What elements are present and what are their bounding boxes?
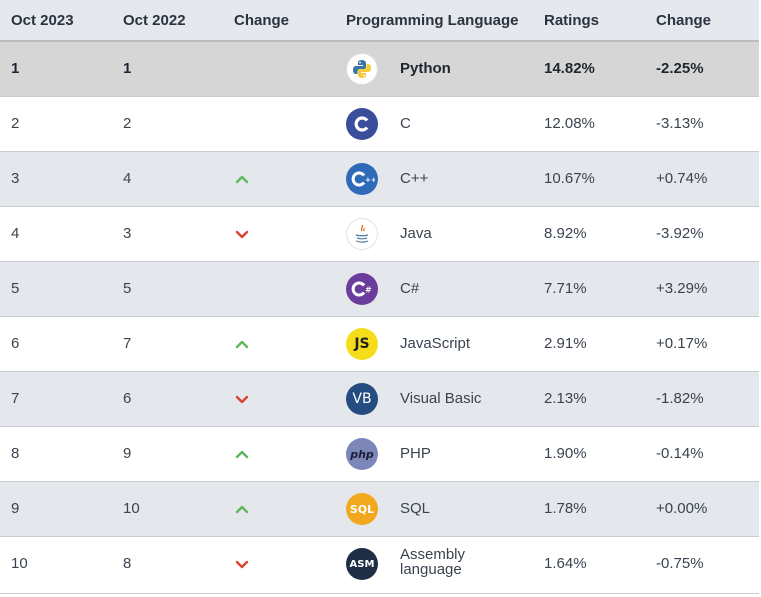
cpp-icon: ++ — [346, 163, 378, 195]
python-icon — [346, 53, 378, 85]
header-oct-2023[interactable]: Oct 2023 — [11, 12, 74, 29]
header-ratings[interactable]: Ratings — [544, 12, 600, 29]
header-programming-language[interactable]: Programming Language — [346, 12, 519, 29]
arrow-down-icon — [234, 226, 250, 242]
rank-oct-2022: 4 — [123, 170, 132, 187]
table-header: Oct 2023 Oct 2022 Change Programming Lan… — [0, 0, 759, 40]
rank-oct-2022: 5 — [123, 280, 132, 297]
rating-change: +0.00% — [656, 500, 708, 517]
csharp-icon: # — [346, 273, 378, 305]
rating-value: 14.82% — [544, 60, 595, 77]
rating-change: -2.25% — [656, 60, 704, 77]
language-name[interactable]: PHP — [400, 445, 431, 462]
rating-value: 1.64% — [544, 555, 587, 572]
rating-value: 7.71% — [544, 280, 587, 297]
table-row[interactable]: 7 6 VB Visual Basic 2.13% -1.82% — [0, 371, 759, 426]
rating-value: 12.08% — [544, 115, 595, 132]
rank-oct-2023: 3 — [11, 170, 20, 187]
table-row[interactable]: 8 9 php PHP 1.90% -0.14% — [0, 426, 759, 481]
rating-value: 2.91% — [544, 335, 587, 352]
table-row[interactable]: 5 5 # C# 7.71% +3.29% — [0, 261, 759, 316]
rating-change: +0.17% — [656, 335, 708, 352]
language-name[interactable]: SQL — [400, 500, 431, 517]
rating-value: 8.92% — [544, 225, 587, 242]
rank-oct-2022: 2 — [123, 115, 132, 132]
sql-icon: SQL — [346, 493, 378, 525]
no-change-spacer — [234, 281, 250, 297]
assembly-icon: ASM — [346, 548, 378, 580]
rank-oct-2022: 1 — [123, 60, 132, 77]
language-name[interactable]: JavaScript — [400, 335, 471, 352]
rank-oct-2022: 8 — [123, 555, 132, 572]
rating-change: -3.92% — [656, 225, 704, 242]
rank-oct-2022: 9 — [123, 445, 132, 462]
rating-value: 10.67% — [544, 170, 595, 187]
language-name[interactable]: Python — [400, 60, 451, 77]
svg-text:#: # — [365, 286, 372, 295]
svg-text:++: ++ — [365, 176, 375, 184]
visual-basic-icon: VB — [346, 383, 378, 415]
rating-change: -1.82% — [656, 390, 704, 407]
rating-value: 2.13% — [544, 390, 587, 407]
header-oct-2022[interactable]: Oct 2022 — [123, 12, 186, 29]
rank-oct-2022: 10 — [123, 500, 140, 517]
java-icon — [346, 218, 378, 250]
language-name[interactable]: C++ — [400, 170, 429, 187]
rating-change: +3.29% — [656, 280, 708, 297]
rank-oct-2023: 7 — [11, 390, 20, 407]
rating-value: 1.78% — [544, 500, 587, 517]
rank-oct-2023: 8 — [11, 445, 20, 462]
no-change-spacer — [234, 116, 250, 132]
language-name[interactable]: C# — [400, 280, 420, 297]
table-row[interactable]: 2 2 C 12.08% -3.13% — [0, 96, 759, 151]
rank-oct-2023: 9 — [11, 500, 20, 517]
arrow-up-icon — [234, 171, 250, 187]
rank-oct-2023: 5 — [11, 280, 20, 297]
arrow-down-icon — [234, 556, 250, 572]
rating-change: -3.13% — [656, 115, 704, 132]
rating-change: -0.75% — [656, 555, 704, 572]
arrow-up-icon — [234, 501, 250, 517]
javascript-icon: JS — [346, 328, 378, 360]
table-body: 1 1 Python 14.82% -2.25% 2 2 C 12.08% -3.13% 3 4 ++ C… — [0, 40, 759, 594]
rank-oct-2023: 1 — [11, 60, 20, 77]
sql-icon-label: SQL — [346, 493, 378, 525]
rank-oct-2023: 10 — [11, 555, 28, 572]
rank-oct-2023: 4 — [11, 225, 20, 242]
arrow-up-icon — [234, 446, 250, 462]
header-change-arrow[interactable]: Change — [234, 12, 290, 29]
table-row[interactable]: 4 3 Java 8.92% -3.92% — [0, 206, 759, 261]
arrow-up-icon — [234, 336, 250, 352]
assembly-icon-label: ASM — [346, 548, 378, 580]
rank-oct-2022: 6 — [123, 390, 132, 407]
php-icon-label: php — [346, 438, 378, 470]
rank-oct-2023: 6 — [11, 335, 20, 352]
table-row[interactable]: 3 4 ++ C++ 10.67% +0.74% — [0, 151, 759, 206]
table-row[interactable]: 9 10 SQL SQL 1.78% +0.00% — [0, 481, 759, 536]
visual-basic-icon-label: VB — [346, 383, 378, 415]
table-row[interactable]: 10 8 ASM Assembly language 1.64% -0.75% — [0, 536, 759, 594]
rating-change: -0.14% — [656, 445, 704, 462]
table-row[interactable]: 1 1 Python 14.82% -2.25% — [0, 40, 759, 96]
table-row[interactable]: 6 7 JS JavaScript 2.91% +0.17% — [0, 316, 759, 371]
arrow-down-icon — [234, 391, 250, 407]
rank-oct-2022: 7 — [123, 335, 132, 352]
language-name[interactable]: Visual Basic — [400, 390, 482, 407]
language-name[interactable]: Assembly language — [400, 546, 466, 578]
header-change[interactable]: Change — [656, 12, 712, 29]
c-language-icon — [346, 108, 378, 140]
rating-change: +0.74% — [656, 170, 708, 187]
language-name[interactable]: C — [400, 115, 411, 132]
rank-oct-2022: 3 — [123, 225, 132, 242]
javascript-icon-label: JS — [346, 328, 378, 360]
rank-oct-2023: 2 — [11, 115, 20, 132]
no-change-spacer — [234, 61, 250, 77]
php-icon: php — [346, 438, 378, 470]
language-name[interactable]: Java — [400, 225, 432, 242]
rating-value: 1.90% — [544, 445, 587, 462]
